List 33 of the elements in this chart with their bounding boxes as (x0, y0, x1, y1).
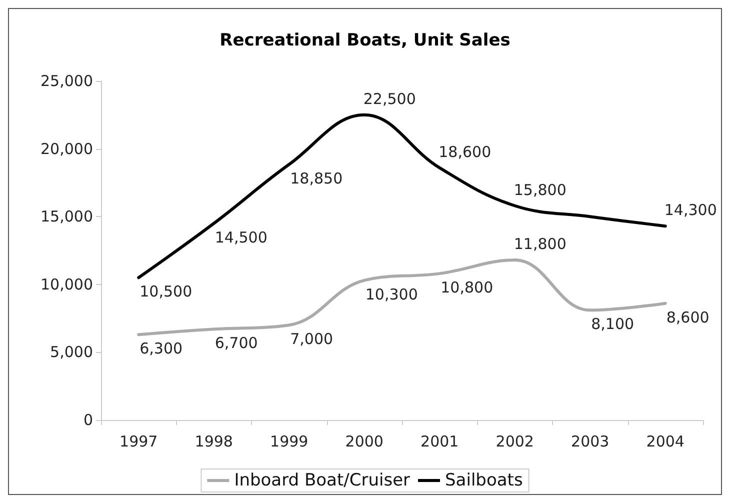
x-tick-label: 2003 (571, 432, 610, 450)
data-label: 10,300 (365, 285, 418, 304)
data-label: 6,300 (140, 340, 183, 358)
data-label: 14,300 (664, 201, 717, 220)
data-label: 15,800 (514, 180, 566, 199)
data-label: 11,800 (514, 234, 566, 253)
data-label: 10,800 (440, 278, 494, 297)
x-tick-label: 1997 (120, 432, 158, 450)
y-tick-label: 15,000 (40, 208, 93, 226)
x-tick-label: 1998 (194, 432, 233, 450)
y-tick-label: 10,000 (40, 275, 93, 294)
data-label: 22,500 (363, 90, 416, 108)
y-tick-label: 20,000 (40, 140, 93, 158)
y-tick-label: 25,000 (40, 72, 93, 90)
data-label: 8,600 (666, 308, 710, 326)
data-label: 7,000 (290, 330, 334, 348)
line-series (137, 113, 667, 280)
data-label: 8,100 (591, 315, 634, 334)
x-tick-label: 2002 (496, 432, 534, 450)
legend-label: Inboard Boat/Cruiser (234, 470, 410, 490)
data-label: 6,700 (214, 334, 258, 352)
x-tick-label: 1999 (270, 432, 308, 450)
data-label: 18,850 (290, 169, 343, 188)
data-label: 10,500 (140, 282, 192, 301)
x-tick-label: 2001 (420, 432, 459, 450)
data-label: 18,600 (438, 142, 492, 161)
legend-label: Sailboats (445, 470, 523, 490)
chart-title: Recreational Boats, Unit Sales (220, 30, 510, 50)
y-tick-label: 5,000 (50, 343, 93, 362)
y-tick-label: 0 (83, 411, 93, 429)
x-tick-label: 2000 (345, 432, 384, 450)
x-tick-label: 2004 (646, 432, 684, 450)
data-label: 14,500 (214, 228, 268, 246)
